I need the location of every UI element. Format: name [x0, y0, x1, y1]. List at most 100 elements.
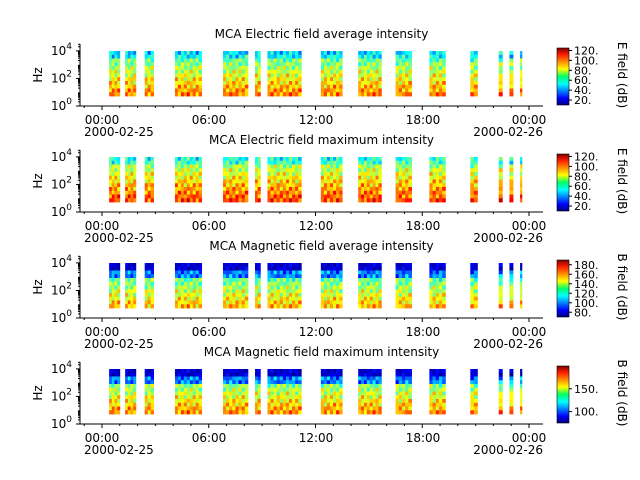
heatmap-cell [295, 194, 299, 199]
heatmap-cell [186, 387, 191, 392]
heatmap-cell [244, 160, 249, 165]
heatmap-cell [363, 58, 368, 63]
heatmap-cell [520, 293, 523, 298]
heatmap-cell [150, 62, 154, 67]
heatmap-cell [195, 278, 200, 283]
heatmap-cell [244, 175, 249, 180]
heatmap-cell [473, 410, 478, 415]
heatmap-cell [117, 406, 121, 411]
heatmap-cell [117, 402, 121, 407]
heatmap-cell [276, 54, 281, 59]
heatmap-cell [244, 285, 249, 290]
heatmap-cell [192, 194, 197, 199]
heatmap-cell [358, 51, 362, 56]
heatmap-cell [361, 88, 365, 93]
heatmap-cell [333, 172, 337, 177]
heatmap-cell [401, 380, 406, 385]
heatmap-cell [429, 266, 433, 271]
heatmap-cell [329, 304, 334, 309]
heatmap-cell [320, 395, 325, 400]
heatmap-cell [232, 399, 236, 404]
heatmap-cell [292, 58, 296, 63]
heatmap-cell [144, 369, 149, 374]
heatmap-cell [320, 402, 325, 407]
heatmap-cell [429, 194, 433, 199]
heatmap-cell [174, 88, 179, 93]
heatmap-cell [326, 190, 331, 195]
heatmap-cell [150, 410, 154, 415]
heatmap-cell [198, 300, 203, 305]
heatmap-cell [244, 380, 249, 385]
heatmap-cell [232, 402, 236, 407]
colorbar-tick-label: 40. [574, 84, 592, 97]
heatmap-cell [276, 278, 281, 283]
heatmap-cell [235, 92, 239, 97]
heatmap-cell [366, 88, 371, 93]
heatmap-cell [198, 187, 203, 192]
heatmap-cell [329, 183, 334, 188]
heatmap-cell [125, 69, 129, 74]
heatmap-cell [509, 69, 514, 74]
heatmap-cell [366, 406, 371, 411]
heatmap-cell [257, 274, 261, 279]
heatmap-cell [222, 285, 227, 290]
heatmap-cell [127, 406, 131, 411]
heatmap-cell [222, 84, 227, 89]
heatmap-cell [288, 66, 293, 71]
heatmap-cell [276, 58, 281, 63]
heatmap-cell [369, 300, 374, 305]
heatmap-cell [189, 304, 194, 309]
heatmap-cell [192, 399, 197, 404]
heatmap-cell [273, 157, 278, 162]
heatmap-cell [323, 372, 328, 377]
heatmap-cell [339, 304, 343, 309]
heatmap-cell [329, 58, 334, 63]
heatmap-cell [375, 376, 379, 381]
heatmap-cell [333, 274, 337, 279]
heatmap-cell [429, 410, 433, 415]
heatmap-cell [150, 281, 154, 286]
heatmap-cell [255, 183, 259, 188]
heatmap-cell [111, 179, 115, 184]
heatmap-cell [498, 304, 503, 309]
heatmap-cell [358, 92, 362, 97]
heatmap-cell [333, 304, 337, 309]
heatmap-cell [130, 395, 134, 400]
heatmap-cell [273, 62, 278, 67]
heatmap-cell [192, 54, 197, 59]
heatmap-cell [125, 376, 129, 381]
heatmap-cell [288, 92, 293, 97]
heatmap-cell [195, 387, 200, 392]
heatmap-cell [375, 164, 379, 169]
heatmap-cell [279, 300, 284, 305]
heatmap-cell [372, 194, 376, 199]
heatmap-cell [361, 187, 365, 192]
heatmap-cell [111, 157, 115, 162]
heatmap-cell [174, 157, 179, 162]
heatmap-cell [109, 58, 113, 63]
heatmap-cell [241, 160, 246, 165]
heatmap-cell [255, 190, 259, 195]
heatmap-cell [369, 380, 374, 385]
heatmap-cell [232, 285, 236, 290]
heatmap-cell [144, 73, 149, 78]
heatmap-cell [442, 88, 446, 93]
heatmap-cell [232, 62, 236, 67]
heatmap-cell [270, 399, 275, 404]
heatmap-cell [470, 281, 475, 286]
heatmap-cell [395, 62, 400, 67]
heatmap-cell [405, 391, 409, 396]
heatmap-cell [109, 160, 113, 165]
heatmap-cell [109, 190, 113, 195]
heatmap-cell [372, 54, 376, 59]
heatmap-cell [270, 198, 275, 203]
y-tick-label: 102 [51, 175, 72, 191]
heatmap-cell [229, 62, 233, 67]
heatmap-cell [378, 293, 382, 298]
heatmap-cell [114, 376, 118, 381]
heatmap-cell [435, 157, 440, 162]
heatmap-cell [229, 274, 233, 279]
heatmap-cell [125, 369, 129, 374]
heatmap-cell [470, 157, 475, 162]
heatmap-cell [111, 274, 115, 279]
